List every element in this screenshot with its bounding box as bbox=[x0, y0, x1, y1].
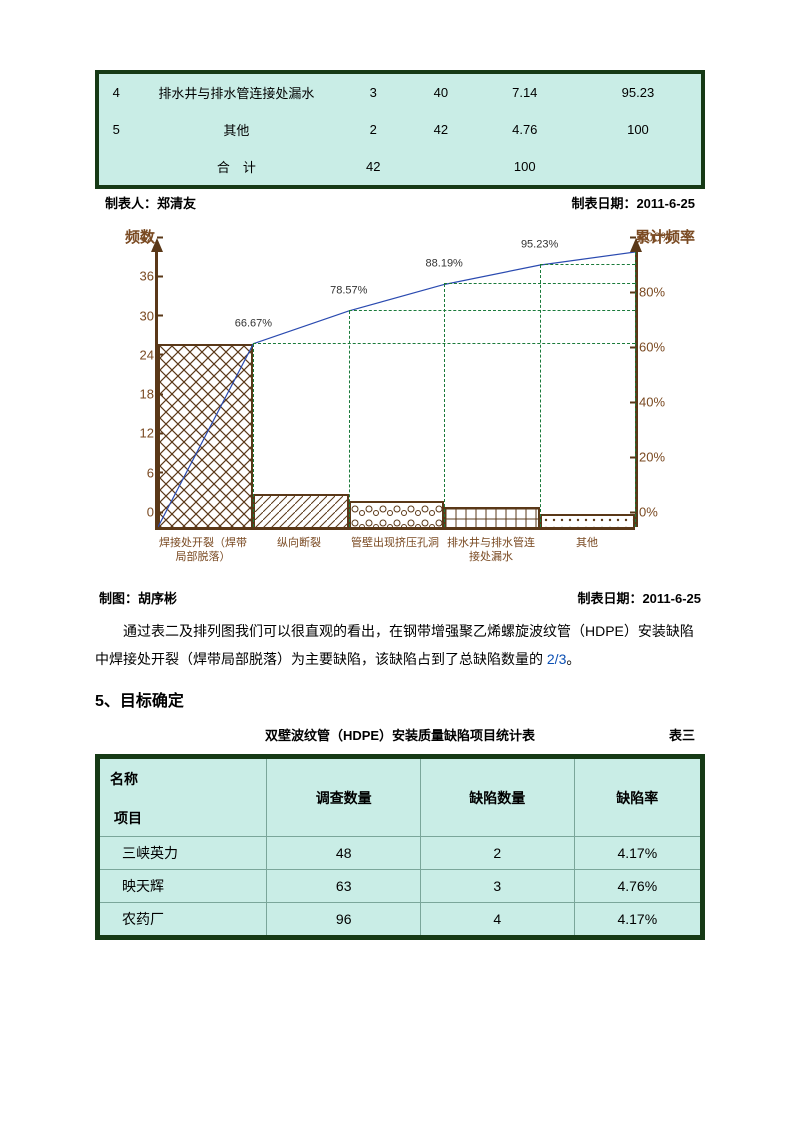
chart-date: 制表日期：2011-6-25 bbox=[577, 588, 701, 607]
pareto-bar bbox=[540, 514, 635, 527]
table-row: 映天辉6334.76% bbox=[98, 870, 703, 903]
pareto-bars bbox=[158, 252, 635, 527]
table-row: 农药厂9644.17% bbox=[98, 903, 703, 938]
col-survey: 调查数量 bbox=[267, 757, 421, 837]
analysis-paragraph: 通过表二及排列图我们可以很直观的看出，在钢带增强聚乙烯螺旋波纹管（HDPE）安装… bbox=[95, 617, 705, 673]
col-rate: 缺陷率 bbox=[574, 757, 702, 837]
defect-project-table: 名称 项目 调查数量 缺陷数量 缺陷率 三峡英力4824.17%映天辉6334.… bbox=[95, 754, 705, 940]
diagonal-header: 名称 项目 bbox=[98, 757, 267, 837]
table1-meta: 制表人：郑清友 制表日期：2011-6-25 bbox=[95, 189, 705, 212]
chart-meta: 制图：胡序彬 制表日期：2011-6-25 bbox=[95, 588, 705, 607]
table-row: 三峡英力4824.17% bbox=[98, 837, 703, 870]
pareto-bar bbox=[444, 507, 539, 527]
section-heading: 5、目标确定 bbox=[95, 687, 705, 711]
table2-caption: 双壁波纹管（HDPE）安装质量缺陷项目统计表 表三 bbox=[95, 725, 705, 744]
chart-author: 制图：胡序彬 bbox=[99, 588, 177, 607]
pareto-bar bbox=[349, 501, 444, 527]
col-defects: 缺陷数量 bbox=[421, 757, 575, 837]
pareto-bar bbox=[158, 344, 253, 527]
defect-summary-table-fragment: 4排水井与排水管连接处漏水3407.1495.235其他2424.76100合 … bbox=[95, 70, 705, 189]
x-axis-labels: 焊接处开裂（焊带局部脱落）纵向断裂管壁出现挤压孔洞排水井与排水管连接处漏水其他 bbox=[155, 530, 635, 565]
table-row: 5其他2424.76100 bbox=[97, 111, 703, 148]
table-row: 4排水井与排水管连接处漏水3407.1495.23 bbox=[97, 72, 703, 111]
table1-date: 制表日期：2011-6-25 bbox=[571, 193, 695, 212]
fraction-link: 2/3 bbox=[547, 651, 566, 667]
pareto-chart: 频数 累计频率 061218243036420%20%40%60%80%100%… bbox=[95, 230, 705, 607]
table1-author: 制表人：郑清友 bbox=[105, 193, 196, 212]
table-row: 合 计42100 bbox=[97, 148, 703, 187]
pareto-bar bbox=[253, 494, 348, 527]
